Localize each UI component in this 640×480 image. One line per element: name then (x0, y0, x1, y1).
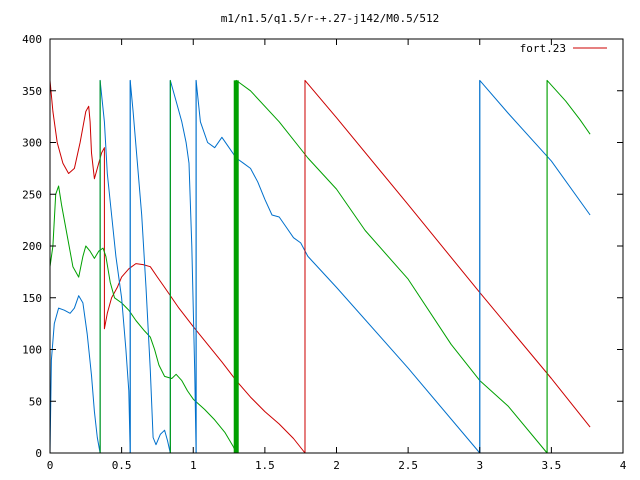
x-tick-label: 3.5 (541, 459, 561, 472)
y-tick-label: 200 (22, 240, 42, 253)
x-tick-label: 3 (476, 459, 483, 472)
y-tick-label: 350 (22, 85, 42, 98)
series-line-3 (49, 79, 591, 454)
series-layer (49, 79, 591, 454)
legend: fort.23 (520, 42, 607, 55)
y-tick-label: 100 (22, 344, 42, 357)
axis-layer: 0 0.5 1 1.5 2 2.5 3 3.5 4 0 50 100 150 200 250 300 350 40… (22, 33, 627, 472)
y-tick-label: 150 (22, 292, 42, 305)
series-line-1 (49, 79, 591, 454)
y-tick-label: 300 (22, 137, 42, 150)
chart-title: m1/n1.5/q1.5/r-+.27-j142/M0.5/512 (221, 12, 440, 25)
x-tick-label: 0.5 (112, 459, 132, 472)
y-tick-label: 50 (29, 395, 42, 408)
x-tick-label: 1 (190, 459, 197, 472)
x-tick-label: 0 (47, 459, 54, 472)
x-tick-label: 2.5 (398, 459, 418, 472)
x-tick-label: 4 (620, 459, 627, 472)
series-line-2 (49, 79, 591, 454)
y-tick-label: 250 (22, 188, 42, 201)
y-tick-label: 0 (35, 447, 42, 460)
legend-label: fort.23 (520, 42, 566, 55)
x-tick-label: 2 (333, 459, 340, 472)
x-tick-label: 1.5 (255, 459, 275, 472)
y-tick-label: 400 (22, 33, 42, 46)
